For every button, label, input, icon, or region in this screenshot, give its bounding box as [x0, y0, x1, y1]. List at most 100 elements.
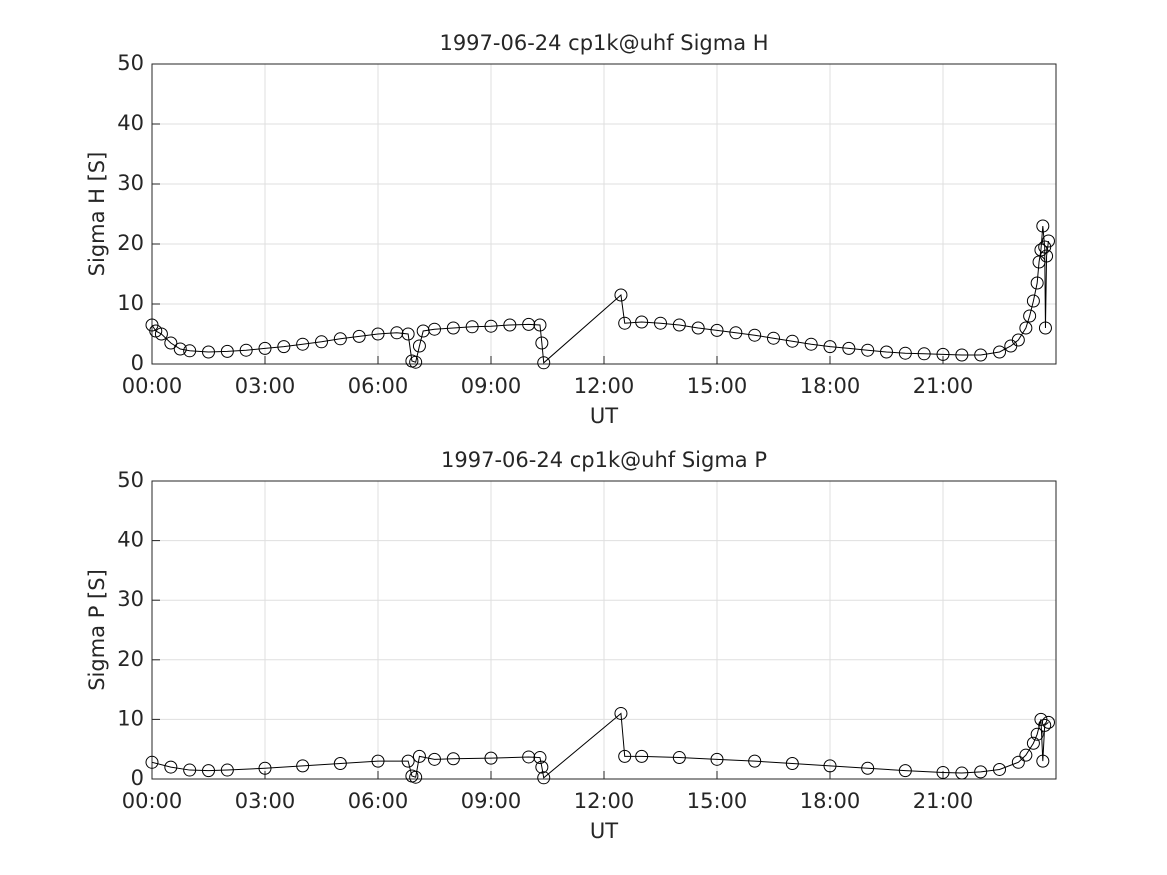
data-point [484, 319, 498, 333]
x-tick-label: 06:00 [348, 789, 409, 813]
data-point [412, 339, 426, 353]
data-point [618, 316, 632, 330]
data-point [974, 348, 988, 362]
data-point [861, 761, 875, 775]
y-tick-label: 10 [117, 706, 144, 730]
data-point [409, 770, 423, 784]
data-point [767, 331, 780, 345]
data-point [446, 321, 460, 335]
data-point [258, 341, 272, 355]
data-point [955, 348, 969, 362]
chart-title: 1997-06-24 cp1k@uhf Sigma H [439, 31, 768, 55]
x-tick-label: 03:00 [235, 374, 296, 398]
data-point [710, 323, 724, 337]
data-point [823, 340, 837, 354]
data-point [1030, 727, 1044, 741]
data-point [898, 764, 912, 778]
data-point [401, 754, 415, 768]
data-point [412, 749, 426, 763]
data-point [672, 318, 686, 332]
data-point [296, 337, 310, 351]
y-tick-label: 50 [117, 51, 144, 75]
x-tick-label: 09:00 [461, 789, 522, 813]
data-point [371, 754, 385, 768]
data-point [1030, 276, 1044, 290]
y-tick-label: 20 [117, 647, 144, 671]
data-point [258, 761, 272, 775]
data-point [535, 336, 549, 350]
data-point [955, 766, 969, 780]
data-point [537, 771, 551, 785]
data-point [1036, 219, 1050, 233]
data-point [1040, 249, 1054, 263]
data-point [691, 321, 705, 335]
data-point [748, 328, 762, 342]
data-point [635, 315, 649, 329]
data-point [842, 341, 856, 355]
y-tick-label: 20 [117, 231, 144, 255]
data-point [371, 327, 385, 341]
data-point [333, 332, 347, 346]
data-point [1011, 333, 1025, 347]
data-point [1038, 718, 1052, 732]
x-tick-label: 03:00 [235, 789, 296, 813]
data-point [428, 752, 441, 766]
data-point [1038, 321, 1052, 335]
data-point [533, 751, 547, 765]
y-tick-label: 50 [117, 468, 144, 492]
data-point [164, 760, 178, 774]
data-point [522, 750, 536, 764]
data-point [428, 322, 441, 336]
x-tick-label: 21:00 [913, 374, 974, 398]
data-point [936, 765, 950, 779]
x-tick-label: 18:00 [800, 374, 861, 398]
data-point [635, 749, 649, 763]
x-tick-label: 06:00 [348, 374, 409, 398]
y-tick-label: 10 [117, 291, 144, 315]
data-point [748, 754, 762, 768]
y-tick-label: 40 [117, 528, 144, 552]
axes-box [151, 63, 1057, 365]
data-point [333, 757, 347, 771]
x-tick-label: 00:00 [122, 374, 183, 398]
data-point [785, 757, 799, 771]
data-point [220, 763, 234, 777]
data-point [537, 356, 551, 370]
data-point [220, 344, 234, 358]
data-point [164, 336, 178, 350]
axes-box [151, 480, 1057, 780]
y-tick-label: 0 [131, 351, 144, 375]
data-point [672, 751, 686, 765]
data-point [296, 759, 310, 773]
y-tick-label: 0 [131, 766, 144, 790]
data-point [202, 764, 215, 778]
x-axis-label: UT [590, 404, 618, 428]
data-point [880, 345, 893, 359]
data-line [151, 225, 1049, 364]
data-point [974, 765, 988, 779]
data-point [936, 347, 950, 361]
data-point [1041, 715, 1055, 729]
data-point [1026, 736, 1040, 750]
x-tick-label: 09:00 [461, 374, 522, 398]
data-point [484, 751, 498, 765]
data-point [654, 316, 667, 330]
data-point [315, 335, 328, 349]
data-point [202, 345, 215, 359]
data-point [993, 762, 1006, 776]
data-point [614, 288, 628, 302]
y-tick-label: 30 [117, 587, 144, 611]
data-point [503, 318, 517, 332]
data-point [1026, 294, 1040, 308]
data-point [145, 755, 159, 769]
data-point [401, 327, 415, 341]
data-point [861, 343, 875, 357]
data-point [1019, 748, 1033, 762]
data-point [533, 318, 547, 332]
data-point [710, 752, 724, 766]
x-tick-label: 18:00 [800, 789, 861, 813]
data-point [1019, 321, 1033, 335]
data-point [465, 320, 479, 334]
y-axis-label: Sigma P [S] [85, 569, 109, 691]
data-point [352, 329, 366, 343]
